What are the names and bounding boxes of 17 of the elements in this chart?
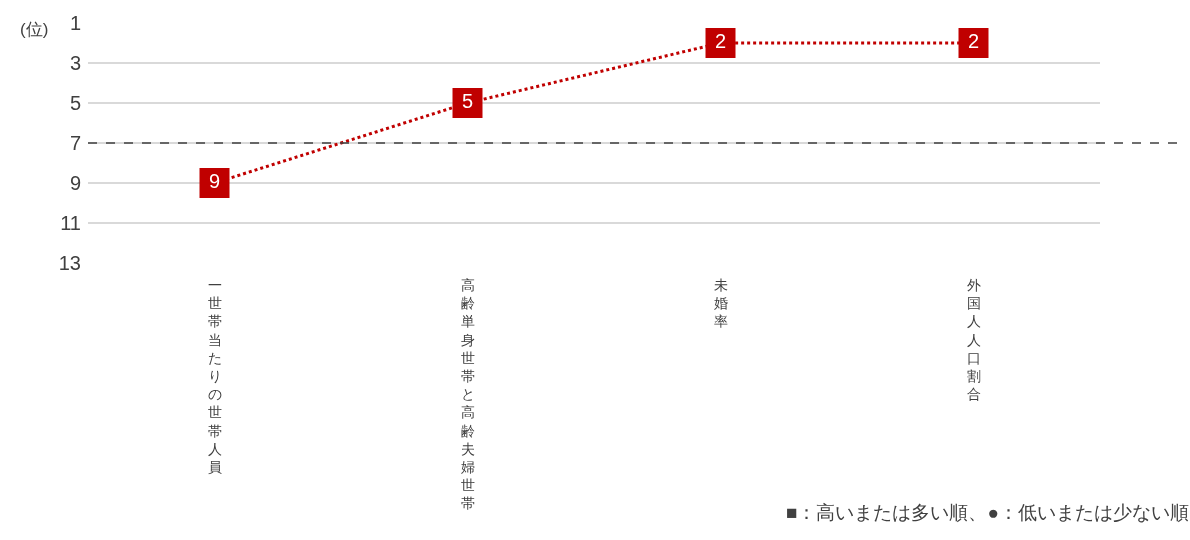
x-tick-label: 未婚率: [714, 277, 728, 330]
category-label: 高齢単身世帯と高齢夫婦世帯: [461, 277, 475, 512]
y-tick-label: 1: [69, 12, 81, 34]
y-tick-label: 9: [69, 172, 81, 194]
data-label: 2: [714, 30, 727, 52]
y-tick-label: 5: [69, 92, 81, 114]
y-tick-label: 3: [69, 52, 81, 74]
y-tick-label: 7: [69, 132, 81, 154]
y-axis-title: (位): [20, 20, 49, 39]
y-tick-label: 13: [58, 252, 81, 274]
data-label: 5: [461, 90, 474, 112]
category-label: 一世帯当たりの世帯人員: [208, 277, 222, 475]
data-label: 9: [208, 170, 221, 192]
y-tick-label: 11: [60, 212, 81, 234]
data-label: 2: [967, 30, 980, 52]
x-tick-label: 外国人人口割合: [967, 277, 981, 403]
text: ■：高いまたは多い順、●：低いまたは少ない順: [786, 502, 1189, 523]
